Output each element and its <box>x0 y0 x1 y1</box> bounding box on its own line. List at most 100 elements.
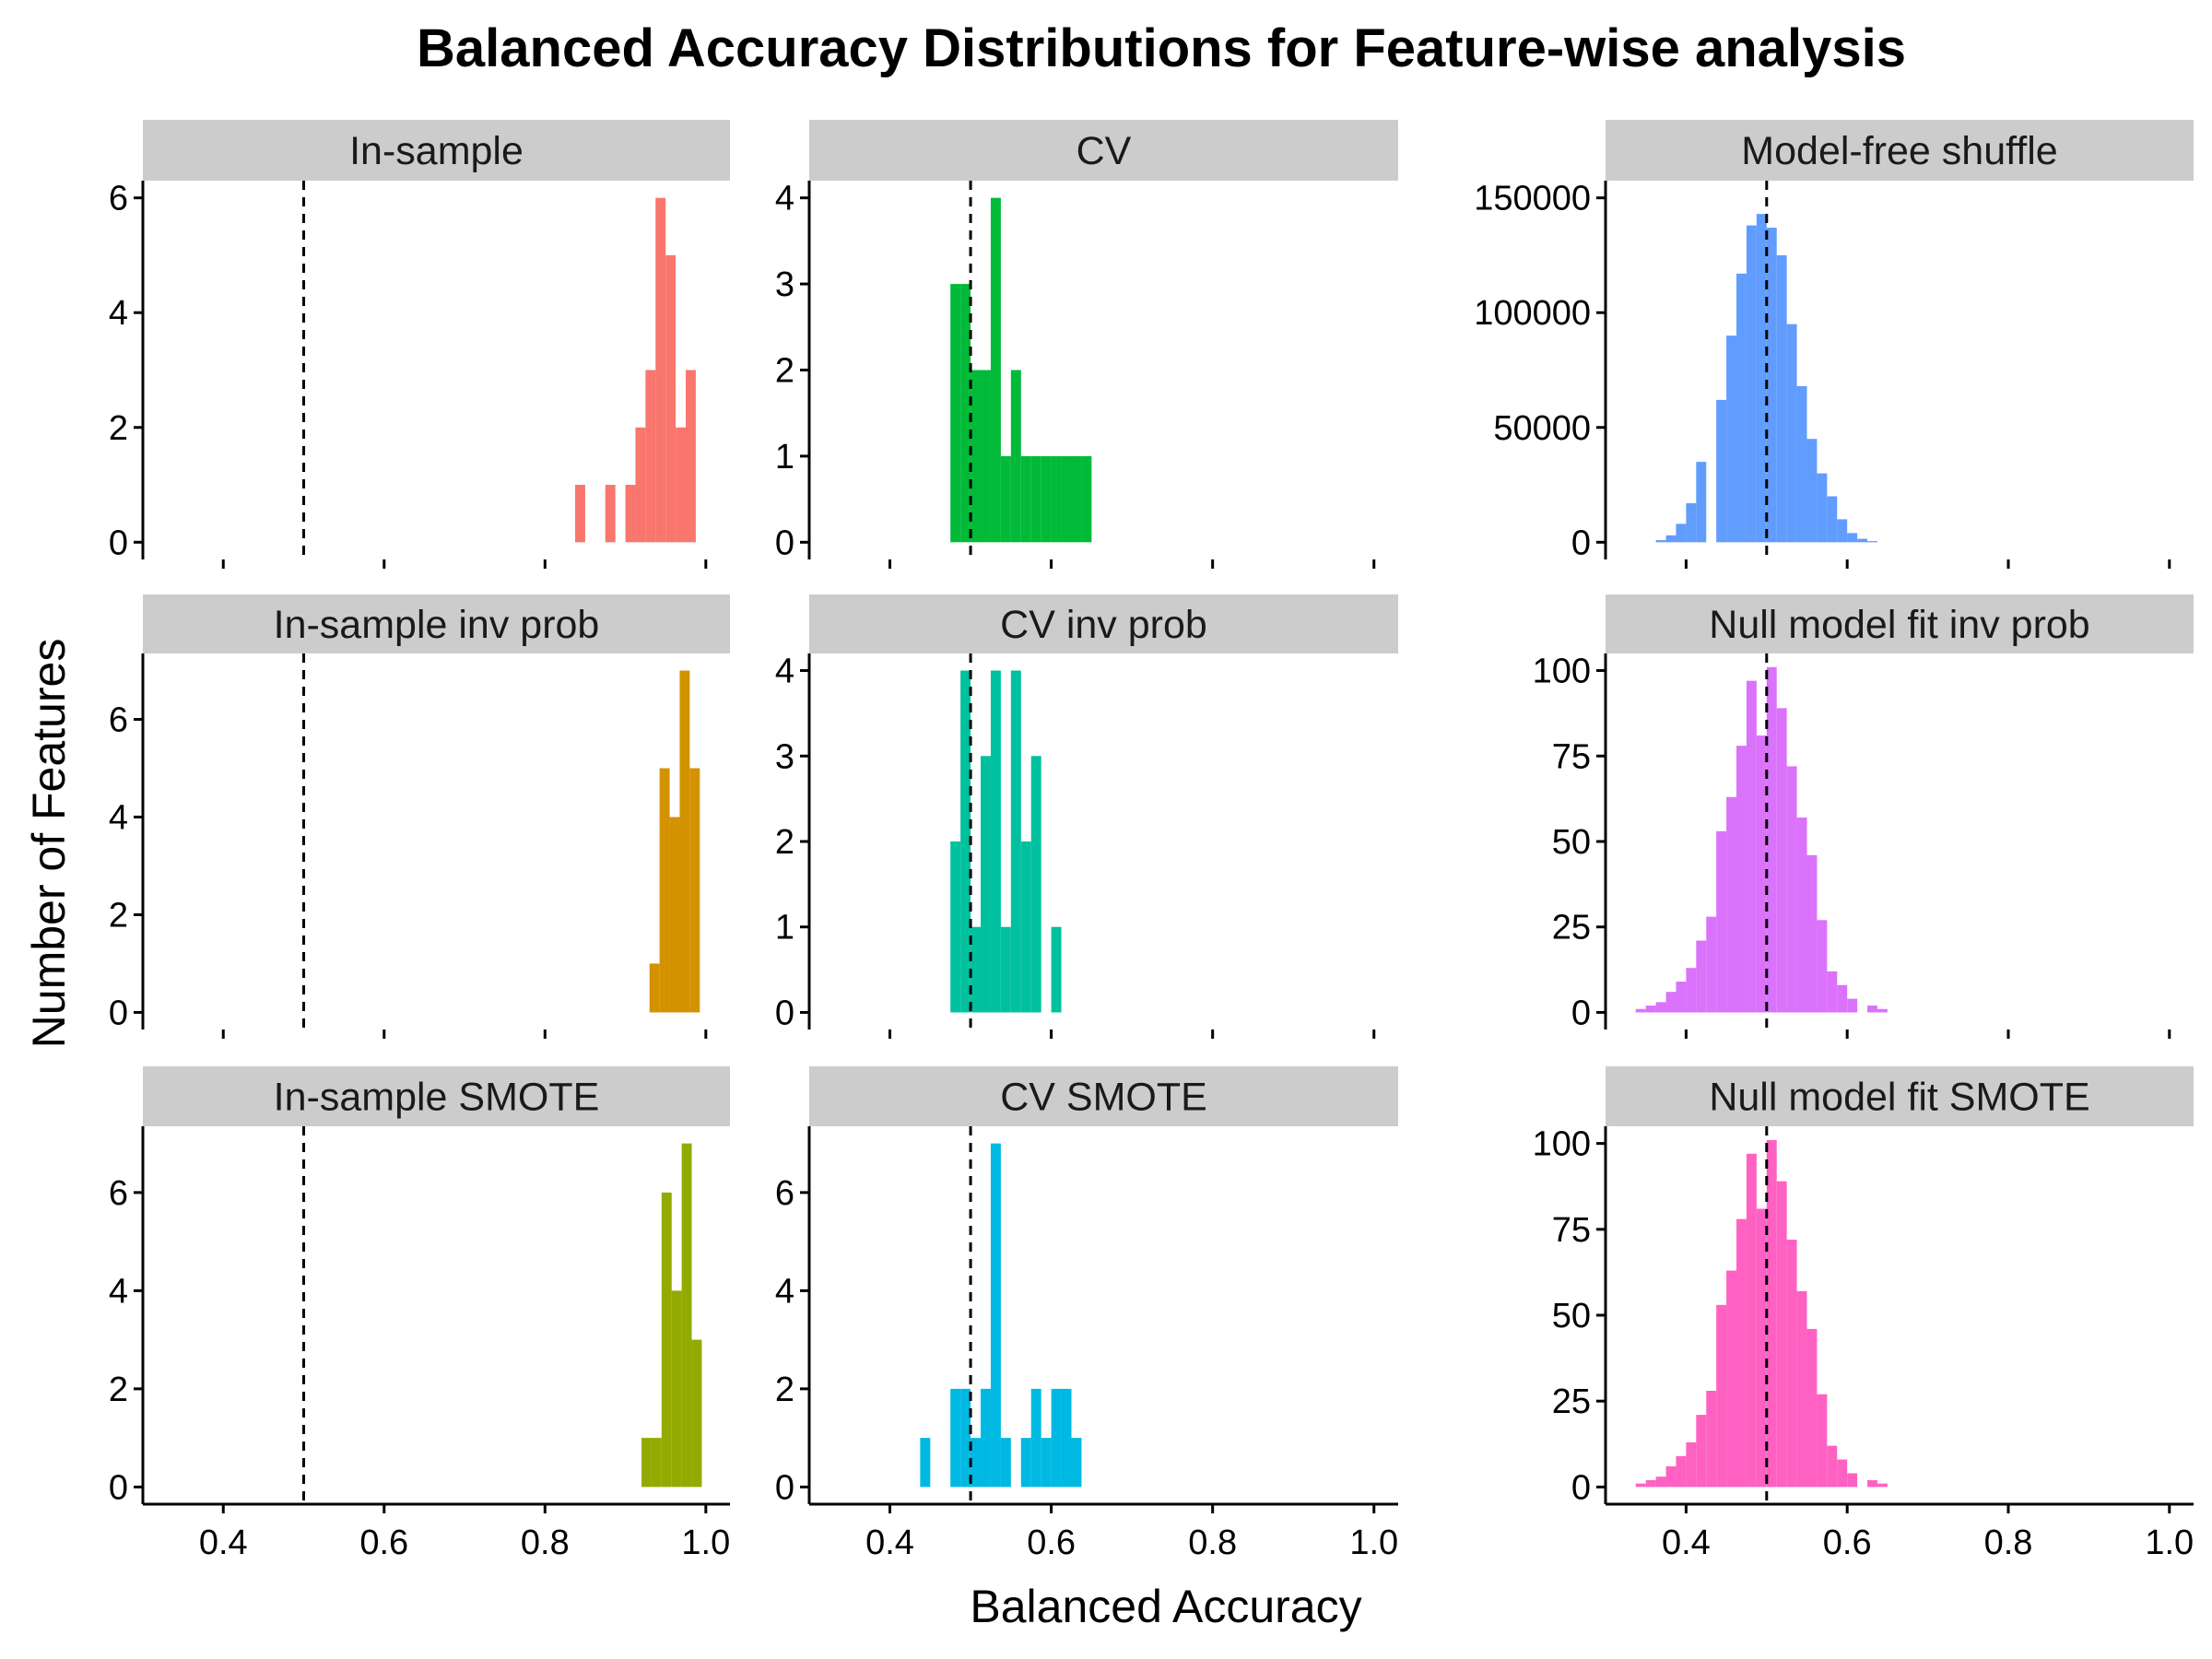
y-tick-label: 75 <box>1552 1211 1591 1250</box>
histogram-bar <box>1827 1445 1838 1488</box>
y-tick-label: 0 <box>109 1468 128 1507</box>
histogram-bar <box>1676 982 1687 1013</box>
histogram-bar <box>645 370 656 543</box>
histogram-bar <box>1806 854 1818 1013</box>
histogram-bar <box>1726 796 1737 1013</box>
histogram-bar <box>1655 1002 1666 1013</box>
x-tick-label: 0.4 <box>1662 1524 1711 1562</box>
histogram-bar <box>689 768 700 1013</box>
histogram-bar <box>950 841 961 1013</box>
histogram-bar <box>1041 455 1052 543</box>
y-tick-label: 25 <box>1552 1382 1591 1421</box>
histogram-bar <box>1081 455 1092 543</box>
histogram-bar <box>990 670 1001 1013</box>
histogram-bar <box>981 756 991 1013</box>
histogram-bar <box>686 370 696 543</box>
histogram-bar <box>971 926 982 1013</box>
histogram-bar <box>1655 540 1666 543</box>
histogram-bar <box>1000 1438 1011 1488</box>
histogram-bar <box>990 197 1001 543</box>
histogram-bar <box>1877 1483 1888 1488</box>
y-tick-label: 1 <box>775 909 794 947</box>
facet-label: In-sample <box>349 129 524 173</box>
facet-label: Null model fit SMOTE <box>1709 1076 2089 1120</box>
histogram-bar <box>1686 502 1697 543</box>
panel-null-model-fit-inv-prob: Null model fit inv prob 0 25 50 75 100 <box>1533 594 2194 1039</box>
histogram-bar <box>1796 818 1807 1013</box>
histogram-bar <box>971 1438 982 1488</box>
facet-panels: In-sample 0 2 4 6 CV 0 1 2 3 4 Model-free shuffle 0 5… <box>109 120 2194 1562</box>
y-tick-label: 50000 <box>1493 409 1591 448</box>
y-tick-label: 0 <box>1571 1468 1591 1507</box>
y-tick-label: 50 <box>1552 1297 1591 1335</box>
facet-strip <box>1606 1066 2194 1126</box>
y-tick-label: 3 <box>775 265 794 304</box>
x-tick-label: 1.0 <box>681 1524 730 1562</box>
x-tick-label: 0.8 <box>1188 1524 1237 1562</box>
y-tick-label: 4 <box>775 180 794 218</box>
histogram-bar <box>1746 680 1757 1013</box>
histogram-bar <box>960 284 971 543</box>
histogram-bar <box>1847 1473 1858 1488</box>
histogram-bar <box>625 485 636 543</box>
facet-strip <box>143 120 730 181</box>
y-tick-label: 4 <box>109 799 128 838</box>
histogram-bar <box>1030 455 1041 543</box>
histogram-bar <box>1786 324 1797 543</box>
histogram-bar <box>1030 1388 1041 1488</box>
facet-strip <box>1606 594 2194 653</box>
histogram-bar <box>1756 1208 1767 1488</box>
histogram-bar <box>1716 1304 1727 1488</box>
facet-label: In-sample inv prob <box>274 603 600 647</box>
histogram-bar <box>1020 1438 1031 1488</box>
y-tick-label: 75 <box>1552 737 1591 776</box>
histogram-bar <box>1786 1240 1797 1488</box>
y-tick-label: 6 <box>775 1174 794 1213</box>
x-tick-label: 1.0 <box>2145 1524 2194 1562</box>
y-tick-label: 2 <box>775 823 794 862</box>
y-tick-label: 0 <box>109 524 128 562</box>
histogram-bar <box>1686 1441 1697 1488</box>
histogram-bar <box>1847 533 1858 543</box>
histogram-bar <box>1010 370 1021 543</box>
y-tick-label: 2 <box>109 896 128 935</box>
y-axis-title: Number of Features <box>23 639 75 1049</box>
facet-label: CV inv prob <box>1000 603 1207 647</box>
histogram-bar <box>649 963 660 1013</box>
histogram-bar <box>1061 1388 1072 1488</box>
histogram-bar <box>1776 254 1787 543</box>
histogram-bar <box>1020 455 1031 543</box>
histogram-bar <box>1837 1459 1848 1488</box>
histogram-bar <box>1796 1290 1807 1488</box>
histogram-bar <box>1746 1153 1757 1488</box>
histogram-bar <box>971 370 982 543</box>
y-tick-label: 0 <box>1571 524 1591 562</box>
histogram-bar <box>1786 766 1797 1013</box>
histogram-bar <box>1726 335 1737 543</box>
histogram-bar <box>1867 1006 1877 1013</box>
facet-label: CV SMOTE <box>1000 1076 1207 1120</box>
histogram-bar <box>575 485 585 543</box>
histogram-bar <box>1817 1394 1828 1488</box>
histogram-bar <box>1676 1455 1687 1488</box>
histogram-bar <box>1051 1388 1062 1488</box>
histogram-bar <box>1665 992 1677 1013</box>
histogram-bar <box>981 1388 991 1488</box>
y-tick-label: 6 <box>109 180 128 218</box>
histogram-bar <box>1847 998 1858 1013</box>
histogram-bar <box>1776 708 1787 1013</box>
x-tick-label: 0.6 <box>1823 1524 1872 1562</box>
panel-model-free-shuffle: Model-free shuffle 0 50000 100000 150000 <box>1474 120 2194 569</box>
y-tick-label: 4 <box>109 294 128 333</box>
histogram-bar <box>635 427 646 543</box>
histogram-bar <box>1756 214 1767 543</box>
panel-cv: CV 0 1 2 3 4 <box>775 120 1398 569</box>
histogram-bar <box>655 197 666 543</box>
facet-strip <box>809 594 1398 653</box>
histogram-bar <box>1766 666 1777 1013</box>
histogram-bar <box>1806 1328 1818 1488</box>
histogram-bar <box>1051 455 1062 543</box>
facet-label: Model-free shuffle <box>1741 129 2057 173</box>
histogram-bar <box>1041 1438 1052 1488</box>
